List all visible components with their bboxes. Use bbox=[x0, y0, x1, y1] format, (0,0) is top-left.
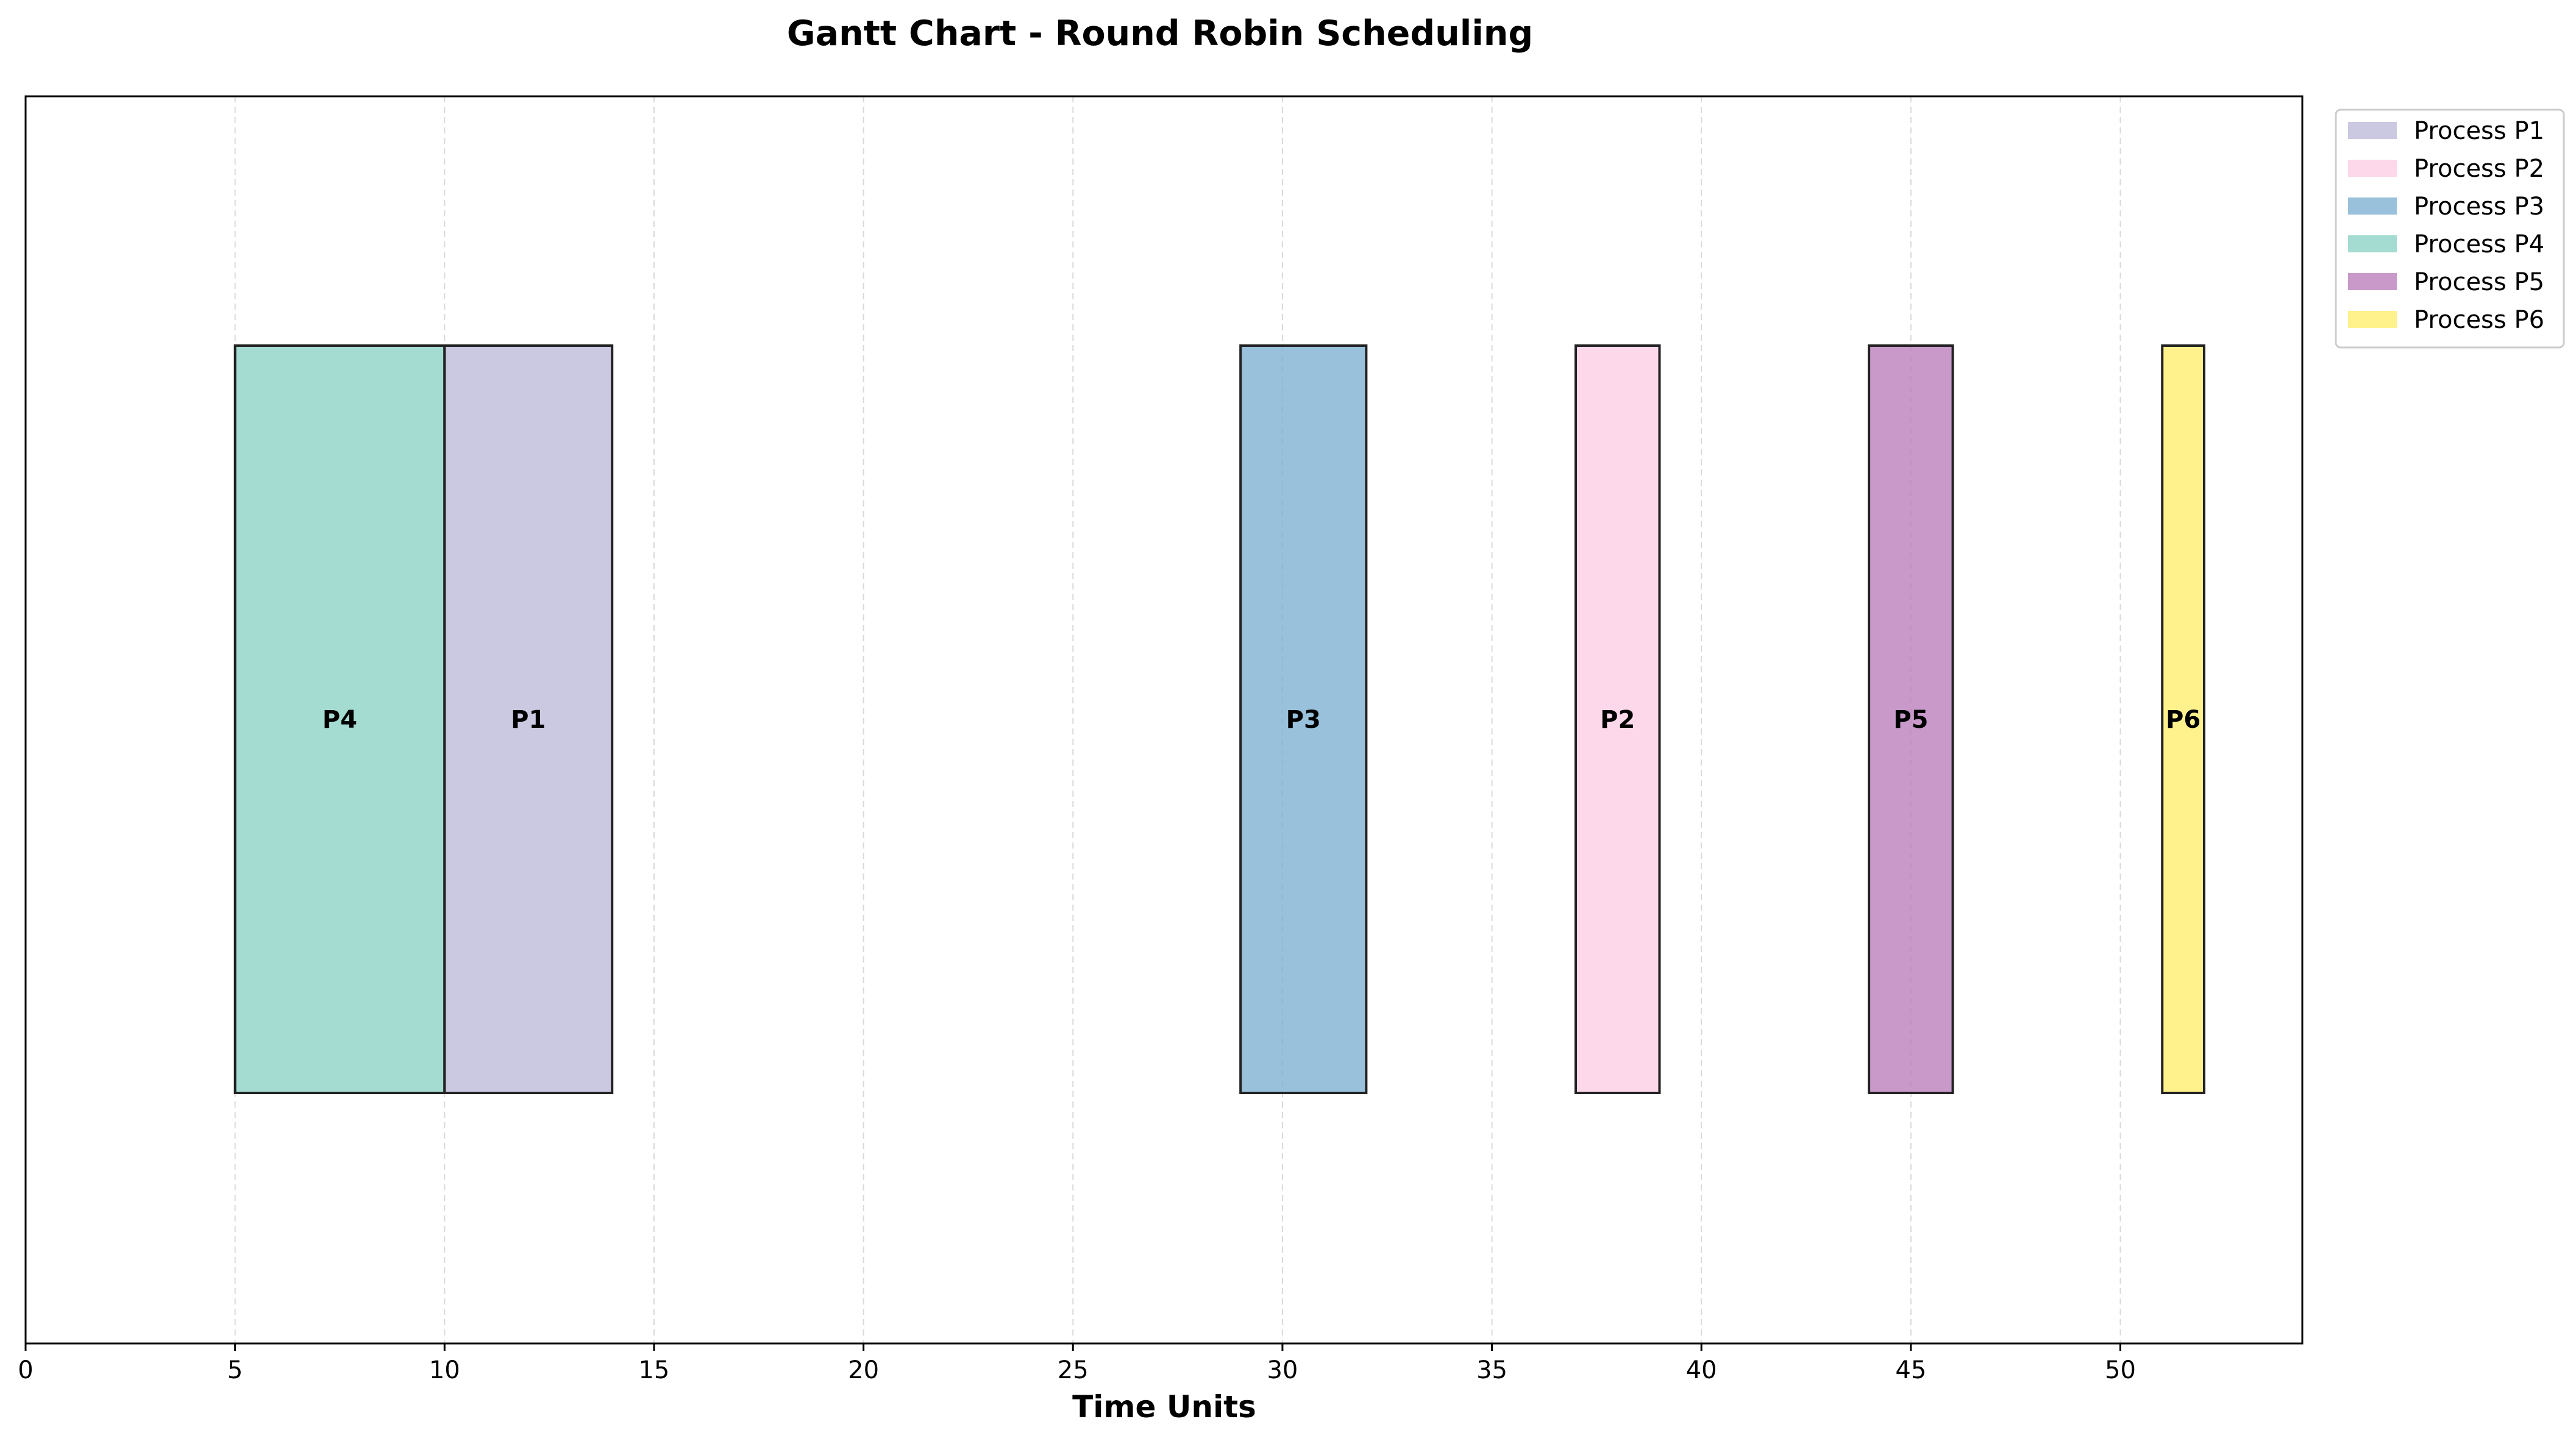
bar-p3 bbox=[1239, 344, 1368, 1094]
bar-p2 bbox=[1574, 344, 1661, 1094]
x-tick-label: 0 bbox=[18, 1356, 33, 1384]
legend-swatch bbox=[2348, 160, 2397, 177]
bar-label-p4: P4 bbox=[322, 706, 357, 734]
legend-label: Process P5 bbox=[2414, 268, 2544, 296]
x-tick-label: 5 bbox=[227, 1356, 243, 1384]
x-tick-label: 40 bbox=[1686, 1356, 1717, 1384]
x-tick-label: 45 bbox=[1895, 1356, 1926, 1384]
x-tick-label: 35 bbox=[1476, 1356, 1507, 1384]
legend-label: Process P1 bbox=[2414, 117, 2544, 145]
x-tick-label: 15 bbox=[638, 1356, 669, 1384]
legend-label: Process P2 bbox=[2414, 155, 2544, 183]
x-tick-label: 30 bbox=[1267, 1356, 1298, 1384]
bar-label-p5: P5 bbox=[1893, 706, 1928, 734]
legend-swatch bbox=[2348, 122, 2397, 139]
legend-swatch bbox=[2348, 235, 2397, 252]
x-tick-label: 25 bbox=[1058, 1356, 1089, 1384]
bar-label-p6: P6 bbox=[2166, 706, 2201, 734]
bar-p1 bbox=[443, 344, 614, 1094]
chart-title: Gantt Chart - Round Robin Scheduling bbox=[787, 13, 1533, 54]
bar-label-p1: P1 bbox=[511, 706, 546, 734]
bar-label-p3: P3 bbox=[1286, 706, 1321, 734]
x-tick-label: 50 bbox=[2105, 1356, 2136, 1384]
legend-swatch bbox=[2348, 197, 2397, 215]
bar-p4 bbox=[233, 344, 446, 1094]
x-tick-label: 10 bbox=[429, 1356, 460, 1384]
legend-label: Process P6 bbox=[2414, 306, 2544, 334]
legend-swatch bbox=[2348, 311, 2397, 328]
bar-p6 bbox=[2161, 344, 2205, 1094]
legend: Process P1 Process P2 Process P3 Process P4… bbox=[2335, 109, 2565, 349]
x-axis-label: Time Units bbox=[1072, 1389, 1256, 1425]
legend-swatch bbox=[2348, 273, 2397, 290]
bars-group: P4 P1 P3 P2 P5 P6 bbox=[233, 344, 2205, 1094]
bar-label-p2: P2 bbox=[1600, 706, 1635, 734]
legend-label: Process P4 bbox=[2414, 230, 2544, 258]
x-axis-ticks: 0 5 10 15 20 25 30 35 40 45 50 bbox=[18, 1343, 2136, 1384]
x-tick-label: 20 bbox=[848, 1356, 879, 1384]
bar-p5 bbox=[1868, 344, 1954, 1094]
plot-frame bbox=[24, 95, 2304, 1345]
legend-label: Process P3 bbox=[2414, 193, 2544, 221]
